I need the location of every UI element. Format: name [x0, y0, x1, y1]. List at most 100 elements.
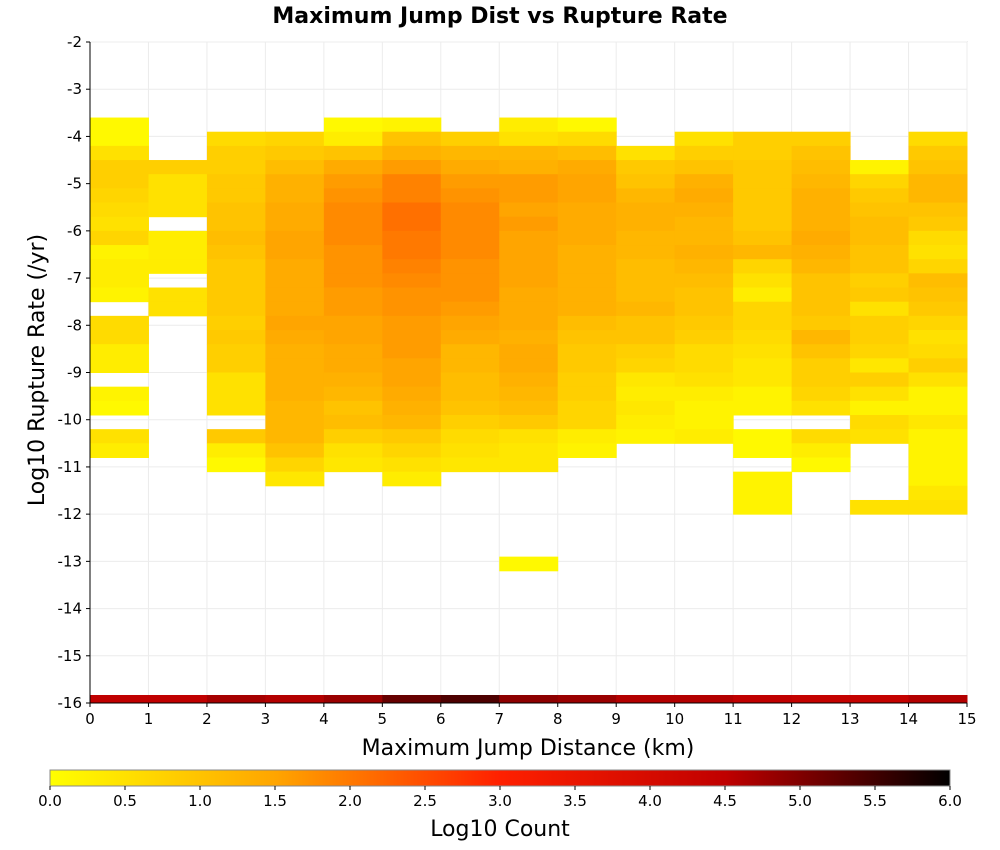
heatmap-cell: [674, 315, 734, 331]
heatmap-cell: [850, 245, 910, 260]
heatmap-cell: [733, 485, 793, 501]
heatmap-cell: [265, 471, 325, 487]
x-tick-label: 8: [553, 710, 563, 728]
heatmap-cell: [323, 301, 383, 317]
heatmap-cell: [557, 400, 617, 416]
heatmap-cell: [206, 429, 266, 444]
heatmap-cell: [90, 145, 149, 161]
heatmap-cell: [674, 400, 734, 416]
heatmap-cell: [733, 287, 793, 303]
heatmap-cell: [557, 443, 617, 458]
heatmap-cell: [674, 188, 734, 204]
heatmap-cell: [440, 443, 500, 458]
heatmap-cell: [908, 499, 968, 515]
heatmap-cell: [557, 202, 617, 218]
heatmap-cell: [90, 287, 149, 303]
heatmap-cell: [674, 160, 734, 175]
heatmap-cell: [850, 315, 910, 331]
heatmap-cell: [206, 131, 266, 147]
heatmap-cell: [90, 245, 149, 260]
heatmap-cell: [616, 429, 676, 444]
heatmap-cell: [206, 330, 266, 345]
heatmap-cell: [148, 301, 208, 317]
heatmap-cell: [557, 372, 617, 388]
heatmap-cell: [557, 117, 617, 133]
heatmap-cell: [908, 344, 968, 359]
heatmap-cell: [499, 457, 559, 473]
heatmap-cell: [265, 414, 325, 430]
heatmap-cell: [265, 145, 325, 161]
heatmap-cell: [90, 358, 149, 373]
heatmap-cell: [499, 188, 559, 204]
heatmap-cell: [440, 457, 500, 473]
heatmap-cell: [674, 301, 734, 317]
colorbar-tick-label: 3.0: [488, 792, 512, 810]
bottom-row-cell: [206, 695, 266, 703]
heatmap-cell: [148, 202, 208, 218]
heatmap-cell: [206, 202, 266, 218]
heatmap-cell: [382, 174, 442, 189]
heatmap-cell: [440, 330, 500, 345]
heatmap-cell: [791, 174, 851, 189]
heatmap-cell: [90, 429, 149, 444]
heatmap-cell: [674, 131, 734, 147]
heatmap-cell: [850, 202, 910, 218]
heatmap-cell: [908, 471, 968, 487]
heatmap-cell: [850, 344, 910, 359]
heatmap-cell: [791, 131, 851, 147]
bottom-row-cell: [323, 695, 383, 703]
heatmap-cell: [850, 499, 910, 515]
heatmap-cell: [557, 245, 617, 260]
heatmap-cell: [206, 315, 266, 331]
heatmap-cell: [733, 429, 793, 444]
heatmap-cell: [382, 414, 442, 430]
bottom-row-cell: [90, 695, 149, 703]
heatmap-cell: [733, 499, 793, 515]
heatmap-cell: [908, 372, 968, 388]
heatmap-cell: [148, 287, 208, 303]
heatmap-cell: [908, 414, 968, 430]
heatmap-cell: [440, 358, 500, 373]
heatmap-cell: [733, 400, 793, 416]
heatmap-cell: [90, 117, 149, 133]
heatmap-cell: [499, 245, 559, 260]
heatmap-cell: [616, 174, 676, 189]
y-tick-label: -3: [67, 80, 82, 98]
heatmap-cell: [674, 174, 734, 189]
heatmap-cell: [90, 400, 149, 416]
heatmap-cell: [674, 202, 734, 218]
heatmap-cell: [382, 216, 442, 232]
heatmap-cell: [674, 259, 734, 274]
x-tick-label: 13: [841, 710, 860, 728]
heatmap-cell: [674, 386, 734, 402]
heatmap-cell: [265, 400, 325, 416]
heatmap-cell: [557, 301, 617, 317]
heatmap-cell: [791, 400, 851, 416]
heatmap-cell: [499, 273, 559, 289]
heatmap-cell: [908, 188, 968, 204]
heatmap-cell: [908, 330, 968, 345]
heatmap-cell: [733, 372, 793, 388]
heatmap-cell: [265, 457, 325, 473]
heatmap-cell: [674, 372, 734, 388]
heatmap-cell: [557, 216, 617, 232]
x-tick-label: 3: [261, 710, 271, 728]
heatmap-cell: [733, 443, 793, 458]
heatmap-cell: [323, 443, 383, 458]
heatmap-cell: [616, 358, 676, 373]
bottom-row-cell: [440, 695, 500, 703]
colorbar-tick-label: 4.0: [638, 792, 662, 810]
x-tick-label: 1: [144, 710, 154, 728]
y-tick-labels: -2 -3 -4 -5 -6 -7 -8 -9 -10 -11 -12 -13 -14 -15 -16: [58, 33, 90, 712]
heatmap-cell: [616, 287, 676, 303]
heatmap-cell: [90, 174, 149, 189]
heatmap-cell: [206, 259, 266, 274]
heatmap-cell: [674, 344, 734, 359]
heatmap-cell: [440, 315, 500, 331]
heatmap-cell: [616, 245, 676, 260]
heatmap-cell: [733, 160, 793, 175]
heatmap-cell: [791, 301, 851, 317]
heatmap-cell: [440, 344, 500, 359]
heatmap-cell: [557, 287, 617, 303]
colorbar-tick-label: 0.0: [38, 792, 62, 810]
